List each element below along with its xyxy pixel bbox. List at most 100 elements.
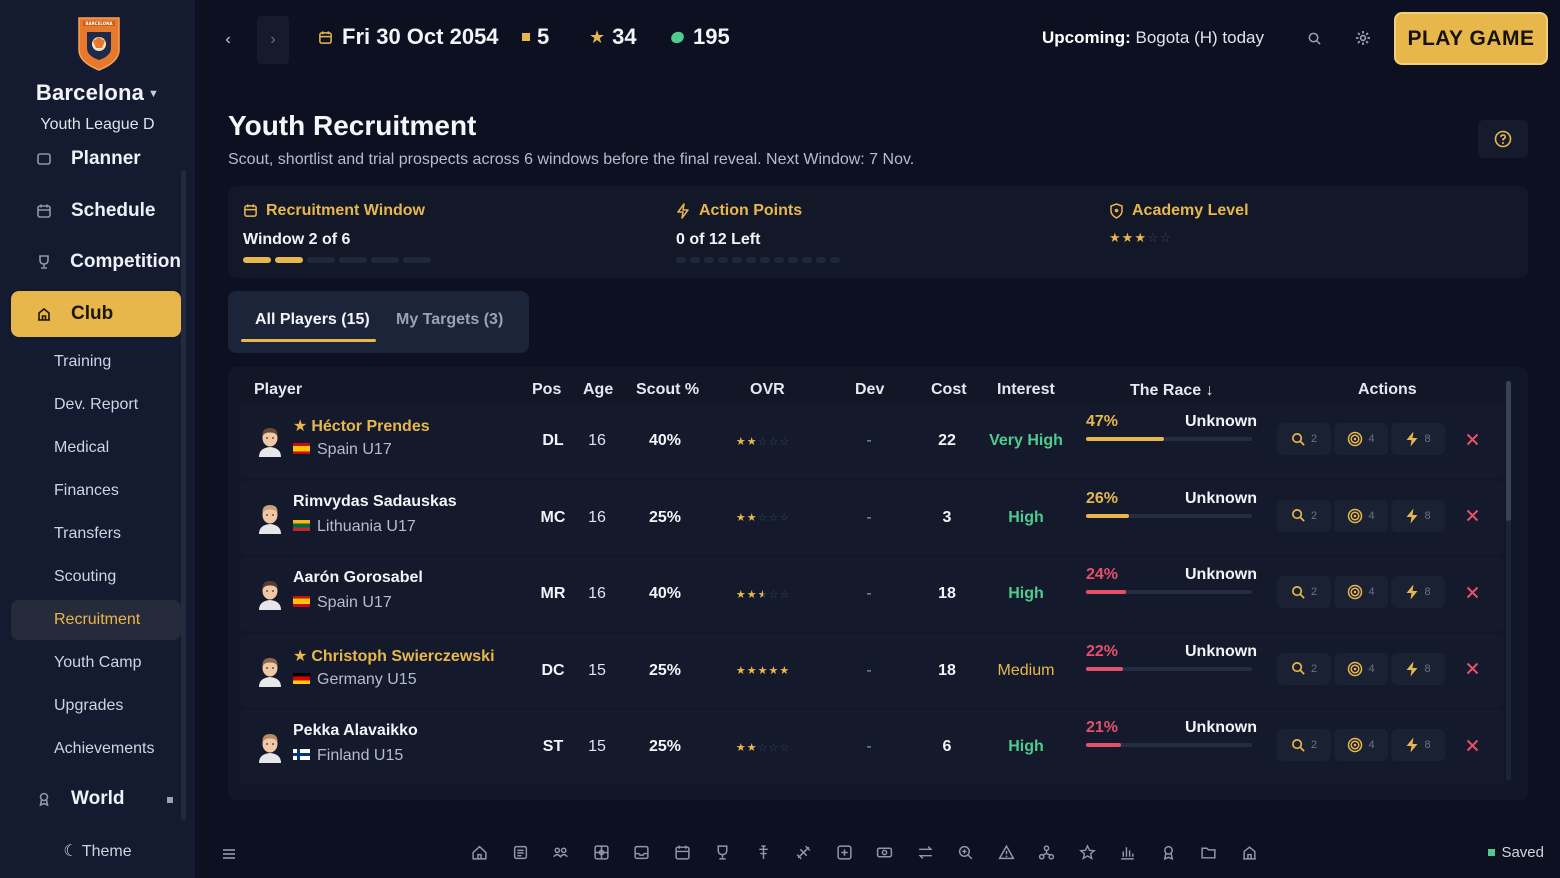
squad-icon[interactable] [552, 844, 569, 861]
network-icon[interactable] [1038, 844, 1055, 861]
sidebar-item-planner[interactable]: Planner [11, 142, 181, 182]
sidebar-subitem-youth-camp[interactable]: Youth Camp [11, 643, 181, 683]
search-button[interactable] [1303, 27, 1325, 49]
col-header-scout[interactable]: Scout % [636, 381, 700, 398]
award-icon[interactable] [1160, 844, 1177, 861]
player-name[interactable]: ★ Christoph Swierczewski [293, 646, 495, 666]
tab-my-targets[interactable]: My Targets (3) [396, 311, 504, 328]
sidebar-subitem-scouting[interactable]: Scouting [11, 557, 181, 597]
club-switcher[interactable]: Barcelona ▼ [0, 80, 195, 106]
tactics-icon[interactable] [593, 844, 610, 861]
player-ovr-stars: ★ ★ ★ ☆ ☆ [735, 588, 791, 601]
target-action-button[interactable]: 4 [1334, 499, 1388, 532]
table-row[interactable]: Rimvydas Sadauskas Lithuania U17 MC 16 2… [240, 480, 1504, 555]
stats-icon[interactable] [1119, 844, 1136, 861]
upcoming-fixture[interactable]: Upcoming: Bogota (H) today [1042, 28, 1264, 48]
scout-action-button[interactable]: 2 [1277, 729, 1331, 761]
target-action-button[interactable]: 4 [1334, 576, 1388, 608]
remove-button[interactable] [1460, 733, 1484, 757]
star-icon[interactable] [1078, 844, 1096, 861]
shield-icon [1109, 203, 1125, 219]
player-name[interactable]: Pekka Alavaikko [293, 722, 418, 740]
scout-action-button[interactable]: 2 [1277, 652, 1331, 685]
remove-button[interactable] [1460, 580, 1484, 604]
sidebar-scrollbar[interactable] [181, 170, 186, 820]
trial-action-button[interactable]: 8 [1391, 576, 1445, 608]
inbox-icon[interactable] [633, 844, 650, 861]
theme-toggle[interactable]: ☾ Theme [0, 841, 195, 861]
finance-icon[interactable] [876, 844, 893, 861]
target-action-button[interactable]: 4 [1334, 652, 1388, 685]
sidebar-subitem-dev-report[interactable]: Dev. Report [11, 385, 181, 425]
sidebar-subitem-achievements[interactable]: Achievements [11, 729, 181, 769]
tab-all-players[interactable]: All Players (15) [255, 311, 370, 328]
player-name[interactable]: ★ Héctor Prendes [293, 416, 430, 436]
remove-button[interactable] [1460, 657, 1484, 681]
sidebar-item-competition[interactable]: Competition [11, 239, 181, 285]
target-action-button[interactable]: 4 [1334, 423, 1388, 455]
help-button[interactable] [1478, 120, 1528, 158]
table-row[interactable]: ★ Héctor Prendes Spain U17 DL 16 40% ★ ★ ☆ ☆… [240, 404, 1504, 478]
action-point-dot [830, 257, 840, 263]
remove-button[interactable] [1460, 427, 1484, 451]
trial-action-button[interactable]: 8 [1391, 729, 1445, 761]
building-icon[interactable] [1241, 844, 1258, 861]
scout-action-button[interactable]: 2 [1277, 499, 1331, 532]
table-row[interactable]: Aarón Gorosabel Spain U17 MR 16 40% ★ ★ ★ ☆… [240, 557, 1504, 631]
col-header-player[interactable]: Player [254, 381, 303, 398]
sidebar-subitem-medical[interactable]: Medical [11, 428, 181, 468]
award-icon [36, 790, 54, 808]
player-interest: High [1008, 508, 1044, 526]
sidebar-item-schedule[interactable]: Schedule [11, 188, 181, 234]
trophy-icon[interactable] [714, 844, 731, 861]
col-header-race[interactable]: The Race ↓ [1130, 382, 1214, 399]
table-row[interactable]: ★ Christoph Swierczewski Germany U15 DC 1… [240, 633, 1504, 708]
training-icon[interactable] [755, 844, 772, 861]
table-scrollbar[interactable] [1506, 381, 1511, 781]
sidebar-subitem-upgrades[interactable]: Upgrades [11, 686, 181, 726]
col-header-interest[interactable]: Interest [997, 381, 1055, 398]
table-scrollbar-thumb[interactable] [1506, 381, 1511, 521]
col-header-pos[interactable]: Pos [532, 381, 562, 398]
calendar-icon[interactable] [674, 844, 691, 861]
table-row[interactable]: Pekka Alavaikko Finland U15 ST 15 25% ★ ★… [240, 710, 1504, 784]
sidebar-item-world[interactable]: World [11, 776, 181, 822]
club-crest[interactable]: BARCELONA [76, 14, 122, 72]
transfer-icon[interactable] [917, 844, 934, 861]
col-header-cost[interactable]: Cost [931, 381, 967, 398]
player-team: Lithuania U17 [293, 518, 416, 536]
sidebar-subitem-label: Scouting [54, 568, 117, 585]
scout-icon[interactable] [957, 844, 974, 861]
scout-action-button[interactable]: 2 [1277, 423, 1331, 455]
player-name[interactable]: Rimvydas Sadauskas [293, 493, 457, 511]
news-icon[interactable] [512, 844, 529, 861]
player-avatar [256, 578, 284, 610]
alert-icon[interactable] [997, 844, 1015, 861]
lightning-icon [676, 203, 692, 219]
play-game-button[interactable]: PLAY GAME [1394, 12, 1548, 65]
home-icon[interactable] [471, 844, 488, 861]
sidebar-item-club[interactable]: Club [11, 291, 181, 337]
sidebar-item-label: Club [71, 303, 114, 324]
sidebar-subitem-finances[interactable]: Finances [11, 471, 181, 511]
col-header-ovr[interactable]: OVR [750, 381, 785, 398]
back-button[interactable]: ‹ [212, 16, 244, 64]
target-action-button[interactable]: 4 [1334, 729, 1388, 761]
scout-action-button[interactable]: 2 [1277, 576, 1331, 608]
trial-action-button[interactable]: 8 [1391, 652, 1445, 685]
menu-icon[interactable] [221, 846, 237, 862]
trial-action-button[interactable]: 8 [1391, 499, 1445, 532]
sidebar-subitem-training[interactable]: Training [11, 342, 181, 382]
sidebar-subitem-recruitment[interactable]: Recruitment [11, 600, 181, 640]
settings-button[interactable] [1352, 27, 1374, 49]
col-header-age[interactable]: Age [583, 381, 614, 398]
folder-icon[interactable] [1200, 844, 1217, 861]
sidebar-subitem-transfers[interactable]: Transfers [11, 514, 181, 554]
forward-button[interactable]: › [257, 16, 289, 64]
col-header-dev[interactable]: Dev [855, 381, 885, 398]
remove-button[interactable] [1460, 504, 1484, 528]
player-name[interactable]: Aarón Gorosabel [293, 569, 423, 587]
trial-action-button[interactable]: 8 [1391, 423, 1445, 455]
medical-icon[interactable] [795, 844, 812, 861]
plus-icon[interactable] [836, 844, 853, 861]
